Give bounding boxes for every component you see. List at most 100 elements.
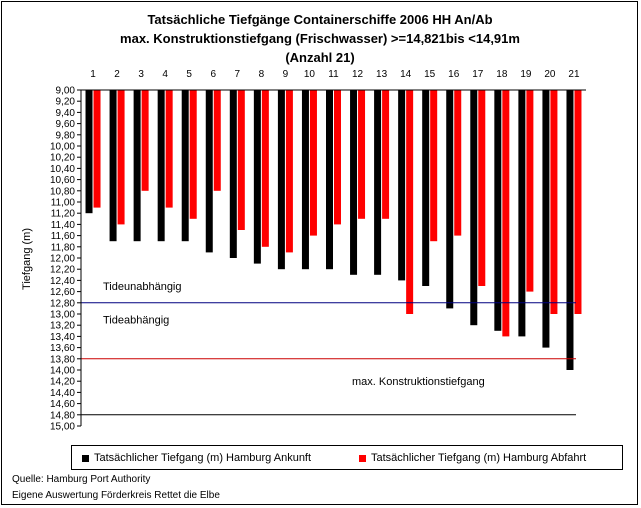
x-tick-label: 5 xyxy=(186,69,192,80)
x-tick-label: 12 xyxy=(352,69,364,80)
x-tick-label: 9 xyxy=(283,69,289,80)
y-tick-label: 14,60 xyxy=(50,399,75,410)
y-tick-label: 9,40 xyxy=(56,108,76,119)
y-tick-label: 11,20 xyxy=(51,209,76,220)
y-tick-label: 12,40 xyxy=(50,276,75,287)
chart-title-line-1: Tatsächliche Tiefgänge Containerschiffe … xyxy=(147,12,492,27)
x-tick-label: 4 xyxy=(162,69,168,80)
bar-ankunft xyxy=(470,90,478,326)
y-tick-label: 13,00 xyxy=(50,310,75,321)
bar-abfahrt xyxy=(574,90,582,314)
plot-area: 9,009,209,409,609,8010,0010,2010,4010,60… xyxy=(50,69,586,433)
bar-abfahrt xyxy=(237,90,245,230)
y-tick-label: 13,60 xyxy=(50,343,75,354)
bar-abfahrt xyxy=(309,90,317,236)
y-tick-label: 14,80 xyxy=(50,410,75,421)
y-tick-label: 14,00 xyxy=(50,366,75,377)
legend: Tatsächlicher Tiefgang (m) Hamburg Ankun… xyxy=(71,445,623,470)
bar-ankunft xyxy=(494,90,502,331)
bar-ankunft xyxy=(133,90,141,242)
legend-label-ankunft: Tatsächlicher Tiefgang (m) Hamburg Ankun… xyxy=(94,452,312,464)
x-tick-label: 6 xyxy=(210,69,216,80)
y-tick-label: 13,80 xyxy=(50,354,75,365)
y-tick-label: 9,60 xyxy=(56,119,76,130)
bar-abfahrt xyxy=(117,90,125,225)
x-tick-label: 20 xyxy=(544,69,556,80)
x-tick-label: 10 xyxy=(304,69,316,80)
bar-ankunft xyxy=(277,90,285,270)
y-tick-label: 14,20 xyxy=(50,377,75,388)
bar-abfahrt xyxy=(526,90,534,292)
x-tick-label: 14 xyxy=(400,69,412,80)
y-tick-label: 15,00 xyxy=(50,422,75,433)
bar-abfahrt xyxy=(382,90,390,219)
y-tick-label: 10,60 xyxy=(50,175,75,186)
bar-ankunft xyxy=(157,90,165,242)
x-tick-label: 16 xyxy=(448,69,460,80)
x-tick-label: 3 xyxy=(138,69,144,80)
x-tick-label: 11 xyxy=(328,69,339,80)
bar-abfahrt xyxy=(285,90,293,253)
legend-item-abfahrt: Tatsächlicher Tiefgang (m) Hamburg Abfah… xyxy=(359,452,586,464)
bar-ankunft xyxy=(398,90,406,281)
y-tick-label: 10,80 xyxy=(50,186,75,197)
x-tick-label: 17 xyxy=(472,69,484,80)
y-tick-label: 12,60 xyxy=(50,287,75,298)
bar-abfahrt xyxy=(358,90,366,219)
bar-abfahrt xyxy=(406,90,414,314)
bar-abfahrt xyxy=(430,90,438,242)
x-tick-label: 19 xyxy=(520,69,532,80)
y-tick-label: 12,20 xyxy=(50,265,75,276)
chart-title: Tatsächliche Tiefgänge Containerschiffe … xyxy=(120,12,520,65)
y-tick-label: 9,00 xyxy=(56,86,76,97)
x-tick-label: 2 xyxy=(114,69,120,80)
bar-ankunft xyxy=(253,90,261,264)
source-line-1: Quelle: Hamburg Port Authority xyxy=(12,474,151,485)
source-line-2: Eigene Auswertung Förderkreis Rettet die… xyxy=(12,490,220,501)
bar-ankunft xyxy=(229,90,237,258)
bar-abfahrt xyxy=(550,90,558,314)
bar-ankunft xyxy=(446,90,454,309)
bar-abfahrt xyxy=(93,90,101,208)
bar-abfahrt xyxy=(213,90,221,191)
y-tick-label: 12,00 xyxy=(50,254,75,265)
bar-ankunft xyxy=(109,90,117,242)
bar-abfahrt xyxy=(261,90,269,247)
bar-abfahrt xyxy=(165,90,173,208)
y-axis-label: Tiefgang (m) xyxy=(21,228,33,290)
y-tick-label: 11,60 xyxy=(51,231,76,242)
y-tick-label: 12,80 xyxy=(50,298,75,309)
x-tick-label: 13 xyxy=(376,69,388,80)
bar-ankunft xyxy=(181,90,189,242)
y-tick-label: 11,40 xyxy=(51,220,76,231)
bar-abfahrt xyxy=(189,90,197,219)
x-tick-label: 8 xyxy=(259,69,265,80)
bar-ankunft xyxy=(205,90,213,253)
bar-ankunft xyxy=(301,90,309,270)
legend-label-abfahrt: Tatsächlicher Tiefgang (m) Hamburg Abfah… xyxy=(371,452,587,464)
y-tick-label: 9,80 xyxy=(56,130,76,141)
y-tick-label: 9,20 xyxy=(56,97,76,108)
x-tick-label: 1 xyxy=(90,69,96,80)
chart-annotation: Tideunabhängig xyxy=(103,281,182,293)
y-tick-label: 10,20 xyxy=(50,153,75,164)
x-tick-label: 7 xyxy=(235,69,241,80)
y-tick-label: 11,80 xyxy=(51,242,76,253)
x-tick-label: 15 xyxy=(424,69,436,80)
bar-ankunft xyxy=(350,90,358,275)
y-tick-label: 10,40 xyxy=(50,164,75,175)
bar-ankunft xyxy=(374,90,382,275)
chart-title-line-2: max. Konstruktionstiefgang (Frischwasser… xyxy=(120,31,520,46)
bar-ankunft xyxy=(566,90,574,370)
legend-swatch-ankunft xyxy=(82,454,89,462)
y-tick-label: 11,00 xyxy=(51,198,76,209)
bar-abfahrt xyxy=(478,90,486,286)
chart-title-line-3: (Anzahl 21) xyxy=(285,50,354,65)
chart-annotation: max. Konstruktionstiefgang xyxy=(352,376,485,388)
chart-annotation: Tideabhängig xyxy=(103,315,169,327)
bar-ankunft xyxy=(422,90,430,286)
y-tick-label: 14,40 xyxy=(50,388,75,399)
bar-ankunft xyxy=(542,90,550,348)
